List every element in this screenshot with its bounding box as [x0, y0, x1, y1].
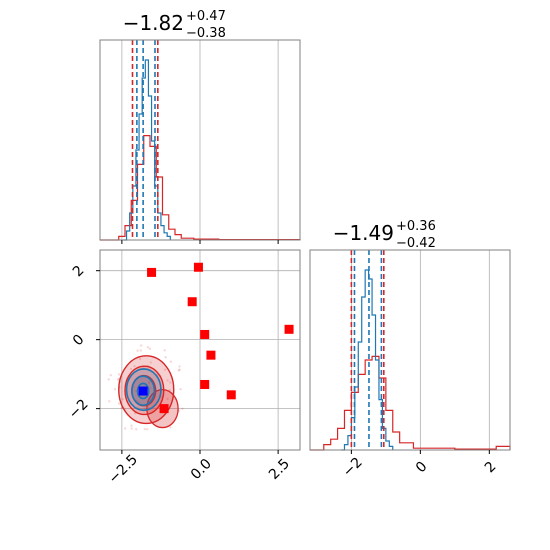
- red-square-marker: [159, 404, 169, 414]
- scatter-sample-dot: [178, 368, 181, 371]
- top-hist-title-value: −1.82: [123, 11, 184, 35]
- scatter-sample-dot: [164, 356, 167, 359]
- scatter-sample-dot: [166, 397, 169, 401]
- top-hist-blue-histogram: [123, 59, 171, 241]
- scatter-sample-dot: [139, 344, 143, 347]
- right-hist-xtick-label: 0: [413, 459, 431, 477]
- scatter-sample-dot: [163, 368, 167, 371]
- red-square-marker: [206, 350, 216, 360]
- scatter-sample-dot: [129, 367, 133, 371]
- top-hist-title-upper: +0.47: [186, 9, 226, 24]
- scatter-sample-dot: [117, 378, 120, 381]
- scatter-sample-dot: [169, 360, 173, 363]
- scatter-sample-dot: [178, 365, 181, 368]
- right-hist-title-lower: −0.42: [396, 236, 436, 251]
- scatter-sample-dot: [135, 428, 138, 431]
- red-square-marker: [187, 297, 197, 307]
- scatter-sample-dot: [145, 428, 149, 431]
- truth-marker: [138, 386, 148, 396]
- scatter-sample-dot: [123, 427, 127, 430]
- scatter-xtick-label: −2.5: [106, 452, 141, 487]
- scatter-ytick-label: 2: [70, 263, 88, 281]
- scatter-sample-dot: [169, 426, 172, 429]
- scatter-ytick-label: 0: [70, 332, 88, 350]
- scatter-sample-dot: [148, 347, 152, 351]
- scatter-sample-dot: [177, 369, 181, 372]
- scatter-sample-dot: [143, 407, 146, 410]
- scatter-xtick-label: 0.0: [188, 456, 215, 483]
- top-hist-title-lower: −0.38: [186, 26, 226, 41]
- scatter-sample-dot: [163, 349, 166, 352]
- scatter-sample-dot: [108, 400, 111, 403]
- scatter-sample-dot: [148, 380, 151, 384]
- scatter-sample-dot: [107, 378, 110, 381]
- scatter-sample-dot: [138, 357, 142, 361]
- red-square-marker: [200, 329, 210, 339]
- scatter-sample-dot: [133, 364, 136, 368]
- scatter-sample-dot: [179, 388, 182, 391]
- scatter-sample-dot: [113, 388, 117, 391]
- scatter-sample-dot: [149, 361, 153, 364]
- scatter-sample-dot: [136, 349, 139, 352]
- scatter-sample-dot: [109, 374, 113, 377]
- red-square-marker: [284, 324, 294, 334]
- scatter-sample-dot: [121, 398, 125, 401]
- scatter-xtick-label: 2.5: [266, 456, 293, 483]
- scatter-ytick-label: −2: [66, 396, 92, 422]
- red-square-marker: [226, 390, 236, 400]
- right-hist-red-histogram: [310, 355, 511, 451]
- scatter-sample-dot: [117, 373, 121, 376]
- scatter-sample-dot: [166, 379, 169, 382]
- right-hist-xtick-label: −2: [340, 454, 366, 480]
- scatter-sample-dot: [134, 389, 138, 393]
- scatter-sample-dot: [146, 346, 150, 349]
- scatter-sample-dot: [181, 407, 184, 410]
- scatter-sample-dot: [130, 427, 133, 430]
- right-hist-title-value: −1.49: [333, 221, 394, 245]
- right-hist-title-upper: +0.36: [396, 219, 436, 234]
- scatter-sample-dot: [143, 427, 146, 431]
- red-square-marker: [200, 379, 210, 389]
- top-hist-panel: −1.82 +0.47 −0.38: [99, 9, 301, 244]
- right-hist-xtick-label: 2: [482, 459, 500, 477]
- scatter-sample-dot: [147, 382, 151, 385]
- scatter-sample-dot: [149, 386, 152, 390]
- scatter-sample-dot: [169, 381, 172, 384]
- right-hist-frame: [309, 249, 511, 451]
- scatter-sample-dot: [139, 349, 142, 352]
- scatter-sample-dot: [137, 401, 141, 404]
- right-hist-panel: −1.49 +0.36 −0.42 −2 0 2: [309, 219, 511, 480]
- scatter-sample-dot: [130, 424, 133, 427]
- red-square-marker: [147, 267, 157, 277]
- red-square-marker: [193, 262, 203, 272]
- scatter-panel: −2.5 0.0 2.5 −2 0 2: [66, 249, 301, 487]
- scatter-sample-dot: [117, 402, 121, 405]
